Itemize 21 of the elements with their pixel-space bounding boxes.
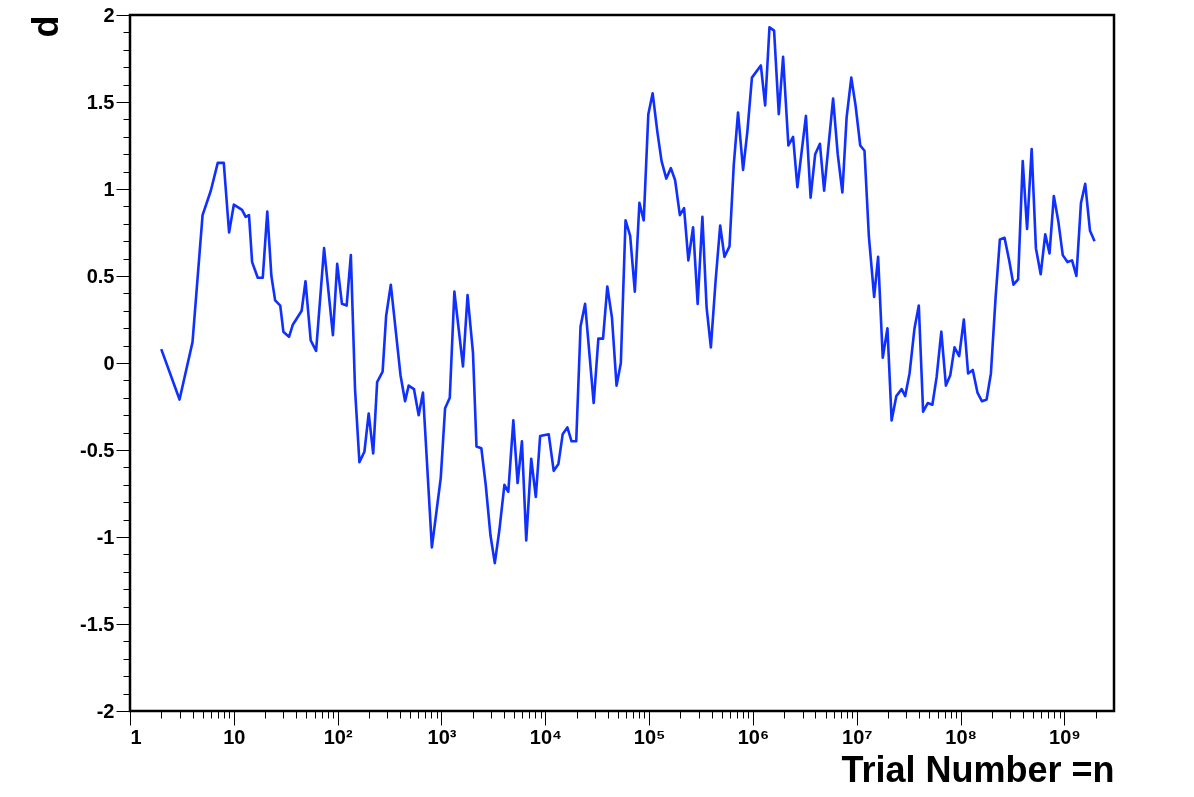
y-tick-label: -2 bbox=[96, 699, 115, 722]
y-tick-label: -1.5 bbox=[80, 612, 115, 635]
y-tick-label: -1 bbox=[96, 525, 115, 548]
x-tick-label: 10² bbox=[323, 725, 353, 748]
x-tick-label: 10⁴ bbox=[529, 725, 562, 748]
x-tick-label: 10⁷ bbox=[842, 725, 873, 748]
x-tick-label: 1 bbox=[130, 725, 142, 748]
y-tick-label: 1.5 bbox=[86, 90, 115, 113]
y-axis-title: d bbox=[25, 15, 67, 38]
x-tick-label: 10⁹ bbox=[1049, 725, 1081, 748]
y-tick-label: 2 bbox=[103, 3, 115, 26]
x-tick-label: 10⁸ bbox=[945, 725, 977, 748]
y-tick-label: 1 bbox=[103, 177, 115, 200]
x-tick-label: 10⁶ bbox=[737, 725, 770, 748]
x-tick-label: 10⁵ bbox=[633, 725, 666, 748]
x-tick-label: 10³ bbox=[427, 725, 457, 748]
x-tick-label: 10 bbox=[223, 725, 246, 748]
y-tick-label: 0.5 bbox=[86, 264, 115, 287]
y-tick-label: 0 bbox=[103, 351, 115, 374]
x-axis-title: Trial Number =n bbox=[841, 748, 1115, 790]
y-tick-label: -0.5 bbox=[80, 438, 115, 461]
